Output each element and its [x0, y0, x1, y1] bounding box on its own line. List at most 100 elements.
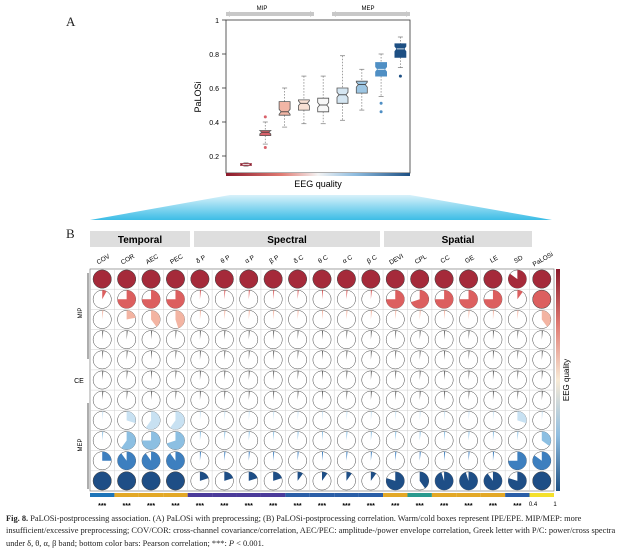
column-label: θ P: [220, 254, 232, 265]
significance-stars: ***: [293, 503, 301, 510]
corr-color-bar: [431, 493, 457, 497]
column-label: δ P: [195, 254, 207, 265]
mep-group-label: MEP: [361, 6, 374, 12]
box-2: [258, 115, 272, 149]
corr-cell: [337, 370, 356, 390]
corr-cell: [508, 390, 527, 410]
corr-cell: [92, 370, 112, 390]
spatial-header: Spatial: [442, 235, 475, 246]
corr-cell: [141, 289, 161, 309]
corr-cell: [361, 411, 381, 430]
corr-cell: [508, 411, 527, 430]
corr-cell: [385, 370, 405, 390]
corr-cell: [239, 431, 259, 450]
corr-cell: [459, 471, 478, 491]
corr-cell: [288, 411, 307, 430]
column-label: COV: [96, 253, 112, 266]
corr-cell: [190, 431, 210, 450]
corr-cell: [459, 370, 478, 390]
corr-color-bar: [260, 493, 286, 497]
corr-cell: [532, 330, 552, 349]
scale-label-low: 0.4: [529, 502, 538, 508]
corr-color-bar: [529, 493, 554, 497]
significance-stars: ***: [416, 503, 424, 510]
corr-cell: [361, 310, 381, 329]
corr-cell: [508, 471, 527, 491]
corr-cell: [263, 269, 283, 289]
corr-cell: [508, 330, 527, 349]
mip-group-bar: [226, 12, 314, 16]
outlier-point: [398, 74, 402, 78]
corr-cell: [190, 411, 210, 430]
caption-text: PaLOSi-postprocessing association. (A) P…: [6, 514, 616, 548]
corr-cell: [190, 289, 210, 309]
corr-cell: [166, 370, 185, 390]
y-tick-label: 0.2: [209, 154, 219, 161]
corr-cell: [117, 370, 136, 390]
corr-color-bar: [114, 493, 139, 497]
corr-cell: [434, 471, 454, 491]
corr-cell: [117, 289, 136, 309]
corr-cell: [385, 471, 405, 491]
mep-group-bar: [332, 12, 410, 16]
corr-cell: [434, 390, 454, 410]
corr-cell: [532, 350, 552, 370]
corr-color-bar: [187, 493, 213, 497]
box-8: [375, 53, 387, 114]
corr-cell: [92, 350, 112, 370]
corr-cell: [214, 451, 234, 471]
corr-cell: [263, 390, 283, 410]
row-group-mep: MEP: [78, 438, 84, 451]
corr-color-bar: [334, 493, 359, 497]
corr-cell: [190, 471, 210, 491]
corr-cell: [239, 330, 259, 349]
y-tick-label: 1: [215, 18, 219, 25]
corr-cell: [214, 330, 234, 349]
corr-cell: [214, 411, 234, 430]
corr-color-bar: [358, 493, 384, 497]
corr-cell: [166, 431, 185, 450]
corr-cell: [239, 411, 259, 430]
caption-text-end: < 0.001.: [236, 538, 264, 548]
corr-cell: [239, 269, 259, 289]
scale-label-high: 1: [553, 502, 557, 508]
column-label: SD: [513, 254, 525, 265]
corr-cell: [263, 289, 283, 309]
corr-cell: [117, 310, 136, 329]
corr-cell: [312, 269, 332, 289]
corr-cell: [263, 370, 283, 390]
corr-cell: [214, 431, 234, 450]
corr-cell: [117, 431, 136, 450]
corr-cell: [483, 289, 503, 309]
corr-cell: [532, 310, 552, 329]
corr-color-bar: [285, 493, 310, 497]
column-label: PEC: [169, 253, 184, 266]
panel-a-label: A: [66, 14, 76, 29]
corr-cell: [410, 269, 430, 289]
zoom-funnel: [90, 195, 552, 220]
corr-cell: [508, 269, 527, 289]
corr-color-bar: [212, 493, 237, 497]
significance-stars: ***: [440, 503, 448, 510]
corr-cell: [483, 411, 503, 430]
corr-cell: [312, 310, 332, 329]
corr-cell: [166, 350, 185, 370]
corr-cell: [483, 471, 503, 491]
corr-cell: [239, 350, 259, 370]
corr-cell: [92, 411, 112, 430]
column-label: COR: [120, 253, 136, 266]
significance-stars: ***: [220, 503, 228, 510]
panel-b-matrix: Temporal Spectral Spatial COV COR AEC PEC δ …: [74, 231, 571, 510]
corr-cell: [166, 330, 185, 349]
column-label: CC: [440, 254, 452, 265]
box-1: [240, 162, 252, 167]
corr-color-bar: [480, 493, 506, 497]
column-label: δ C: [293, 254, 306, 265]
column-label: θ C: [317, 254, 330, 265]
corr-cell: [141, 350, 161, 370]
panel-b-label: B: [66, 226, 75, 241]
corr-cell: [508, 350, 527, 370]
corr-cell: [166, 471, 185, 491]
corr-cell: [508, 289, 527, 309]
corr-cell: [288, 350, 307, 370]
